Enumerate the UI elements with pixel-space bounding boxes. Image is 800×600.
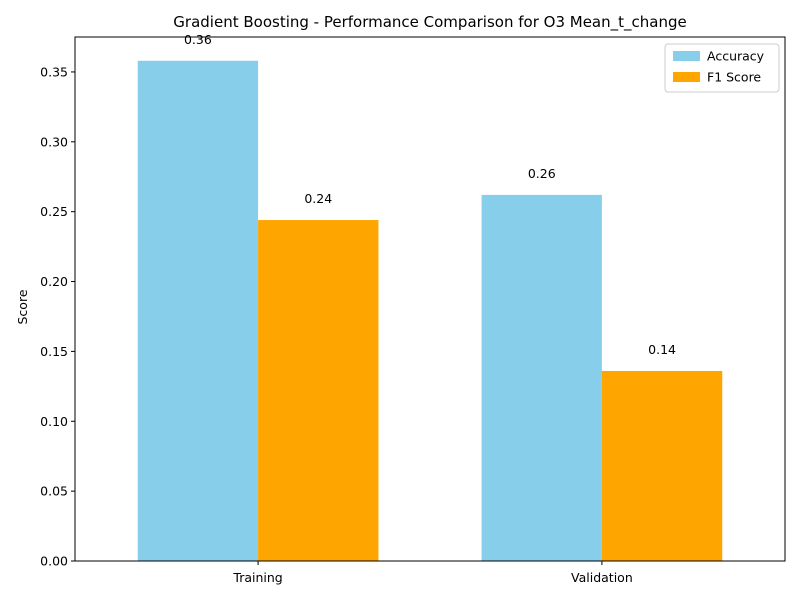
chart-title: Gradient Boosting - Performance Comparis…	[173, 13, 686, 32]
y-tick-label: 0.25	[40, 204, 68, 219]
x-tick-label-training: Training	[232, 570, 282, 585]
bar-accuracy-validation	[481, 194, 602, 561]
y-tick-label: 0.30	[40, 134, 68, 149]
value-label-accuracy-validation: 0.26	[528, 166, 556, 181]
y-tick-label: 0.20	[40, 274, 68, 289]
value-label-f1-score-training: 0.24	[304, 191, 332, 206]
value-labels-group: 0.36 0.24 0.26 0.14	[184, 32, 676, 357]
bar-accuracy-training	[137, 60, 259, 561]
y-tick-label: 0.35	[40, 64, 68, 79]
legend: Accuracy F1 Score	[664, 43, 780, 93]
y-axis: 0.00 0.05 0.10 0.15 0.20 0.25 0.30 0.35	[40, 64, 75, 569]
y-tick-label: 0.05	[40, 484, 68, 499]
y-tick-label: 0.10	[40, 414, 68, 429]
bar-f1-score-validation	[601, 370, 723, 561]
x-axis: Training Validation	[232, 561, 633, 585]
bars-group	[137, 60, 723, 562]
value-label-accuracy-training: 0.36	[184, 32, 212, 47]
x-tick-label-validation: Validation	[571, 570, 633, 585]
value-label-f1-score-validation: 0.14	[648, 342, 676, 357]
plot-frame	[74, 36, 786, 562]
legend-swatch-accuracy	[673, 51, 700, 61]
y-tick-label: 0.15	[40, 344, 68, 359]
y-axis-label: Score	[15, 289, 30, 324]
bar-f1-score-training	[258, 220, 379, 562]
y-tick-label: 0.00	[40, 554, 68, 569]
legend-label-f1-score: F1 Score	[707, 70, 761, 85]
legend-label-accuracy: Accuracy	[707, 49, 765, 64]
legend-swatch-f1-score	[673, 72, 700, 82]
